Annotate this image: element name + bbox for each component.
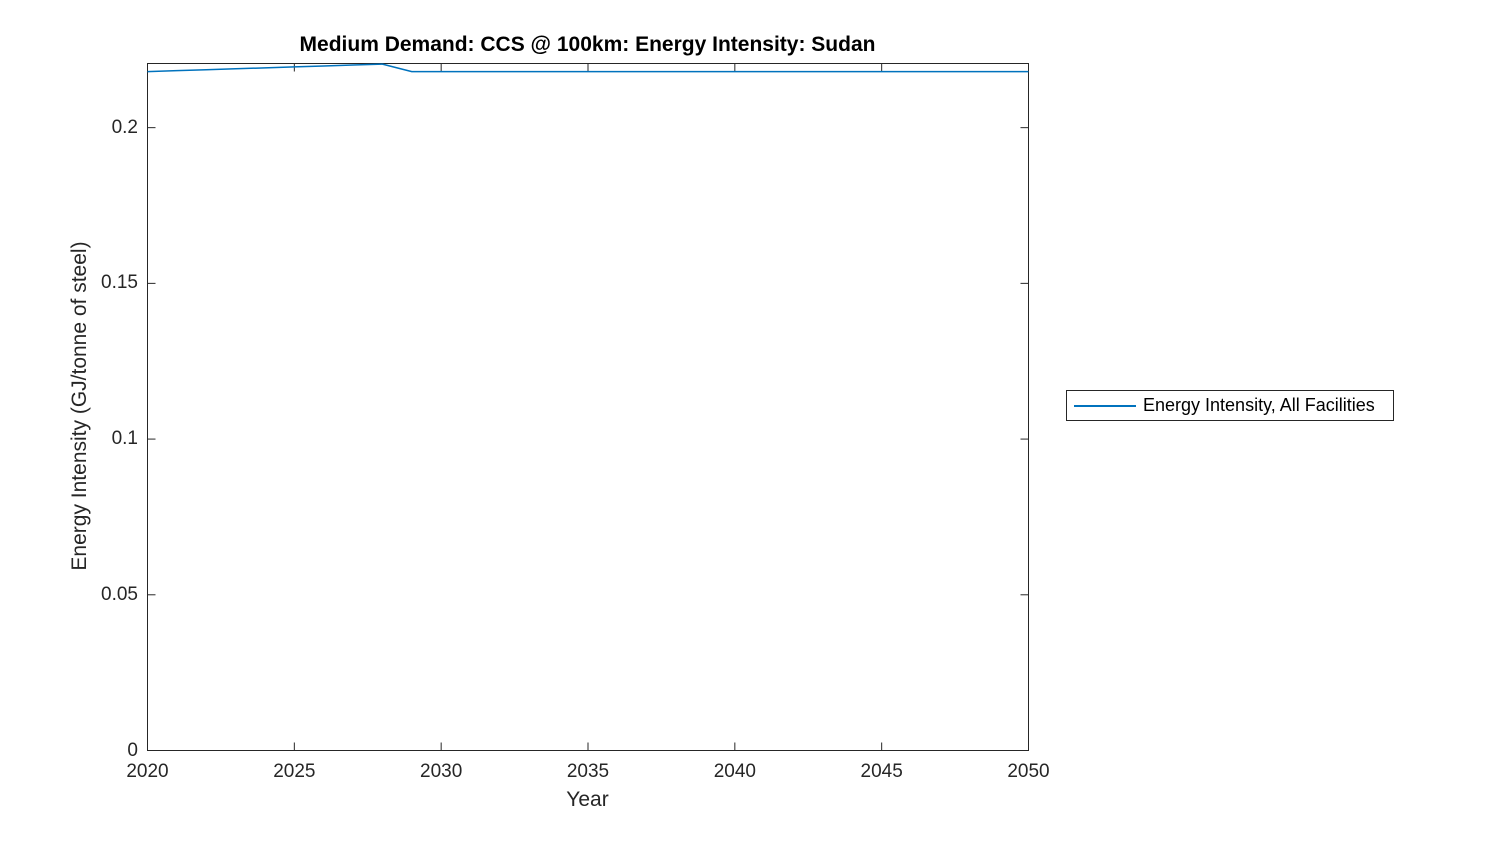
chart-title: Medium Demand: CCS @ 100km: Energy Inten…: [299, 33, 876, 56]
x-tick-label: 2050: [1007, 761, 1050, 782]
axis-tick-marks: [147, 63, 1029, 751]
plot-border: [147, 63, 1029, 751]
x-tick-label: 2040: [713, 761, 756, 782]
legend-line-icon: [1074, 404, 1136, 407]
y-tick-label: 0.05: [101, 583, 138, 605]
y-tick-label: 0.1: [111, 428, 138, 450]
y-tick-label: 0.2: [111, 116, 138, 138]
x-tick-label: 2025: [273, 761, 316, 782]
x-tick-label: 2020: [126, 761, 169, 782]
data-line: [147, 63, 1029, 73]
x-axis-label: Year: [566, 788, 609, 811]
x-tick-label: 2030: [420, 761, 463, 782]
legend-label: Energy Intensity, All Facilities: [1143, 395, 1375, 415]
y-tick-label: 0.15: [101, 272, 138, 294]
y-tick-label: 0: [127, 739, 138, 761]
x-tick-label: 2035: [566, 761, 610, 782]
data-line-group: [147, 63, 1029, 73]
legend: Energy Intensity, All Facilities: [1066, 390, 1394, 421]
x-tick-label: 2045: [860, 761, 903, 782]
